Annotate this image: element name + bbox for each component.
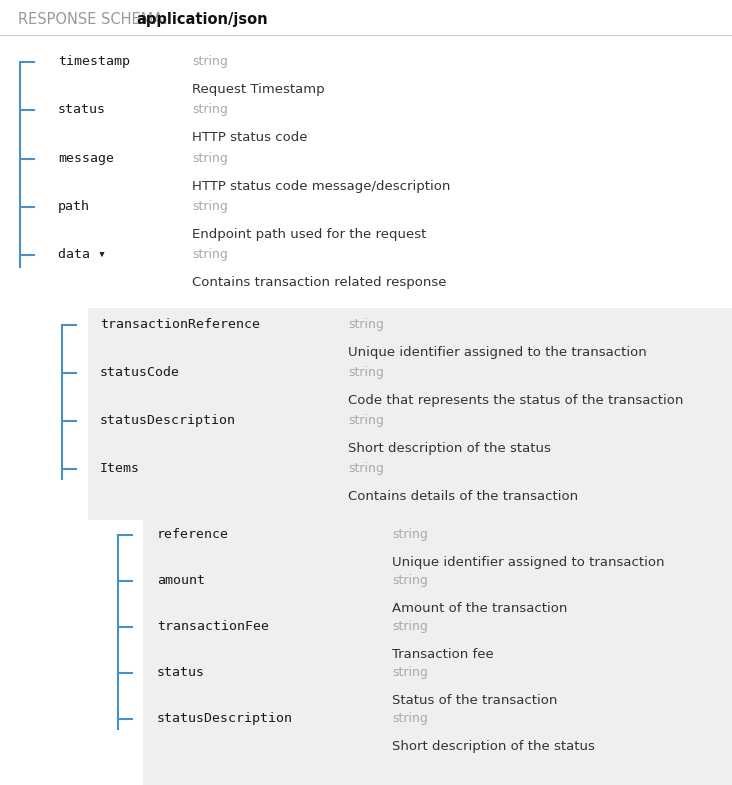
- Text: Status of the transaction: Status of the transaction: [392, 694, 557, 707]
- Text: string: string: [348, 462, 384, 475]
- Text: Endpoint path used for the request: Endpoint path used for the request: [192, 228, 426, 241]
- Text: string: string: [348, 366, 384, 379]
- Text: message: message: [58, 152, 114, 165]
- Text: HTTP status code: HTTP status code: [192, 131, 307, 144]
- Text: Request Timestamp: Request Timestamp: [192, 83, 324, 96]
- Text: transactionFee: transactionFee: [157, 620, 269, 633]
- Text: statusCode: statusCode: [100, 366, 180, 379]
- Text: string: string: [392, 528, 428, 541]
- Text: data ▾: data ▾: [58, 248, 106, 261]
- Text: Code that represents the status of the transaction: Code that represents the status of the t…: [348, 394, 684, 407]
- Text: string: string: [192, 103, 228, 116]
- Text: transactionReference: transactionReference: [100, 318, 260, 331]
- Text: string: string: [192, 55, 228, 68]
- Text: statusDescription: statusDescription: [157, 712, 293, 725]
- Text: status: status: [58, 103, 106, 116]
- Text: Transaction fee: Transaction fee: [392, 648, 494, 661]
- Text: Short description of the status: Short description of the status: [392, 740, 595, 753]
- Text: Amount of the transaction: Amount of the transaction: [392, 602, 567, 615]
- Text: string: string: [392, 712, 428, 725]
- Text: application/json: application/json: [136, 12, 268, 27]
- Text: Unique identifier assigned to transaction: Unique identifier assigned to transactio…: [392, 556, 665, 569]
- Text: string: string: [392, 666, 428, 679]
- Text: status: status: [157, 666, 205, 679]
- Text: Contains details of the transaction: Contains details of the transaction: [348, 490, 578, 503]
- Text: amount: amount: [157, 574, 205, 587]
- Text: string: string: [348, 414, 384, 427]
- Text: timestamp: timestamp: [58, 55, 130, 68]
- Text: HTTP status code message/description: HTTP status code message/description: [192, 180, 450, 193]
- Text: string: string: [192, 200, 228, 213]
- Bar: [143, 520, 732, 785]
- Text: string: string: [192, 248, 228, 261]
- Text: Contains transaction related response: Contains transaction related response: [192, 276, 447, 289]
- Bar: [88, 308, 732, 520]
- Text: string: string: [392, 574, 428, 587]
- Text: string: string: [392, 620, 428, 633]
- Text: reference: reference: [157, 528, 229, 541]
- Text: RESPONSE SCHEMA:: RESPONSE SCHEMA:: [18, 12, 173, 27]
- Text: statusDescription: statusDescription: [100, 414, 236, 427]
- Text: Short description of the status: Short description of the status: [348, 442, 551, 455]
- Text: path: path: [58, 200, 90, 213]
- Text: Items: Items: [100, 462, 140, 475]
- Text: string: string: [192, 152, 228, 165]
- Text: string: string: [348, 318, 384, 331]
- Text: Unique identifier assigned to the transaction: Unique identifier assigned to the transa…: [348, 346, 647, 359]
